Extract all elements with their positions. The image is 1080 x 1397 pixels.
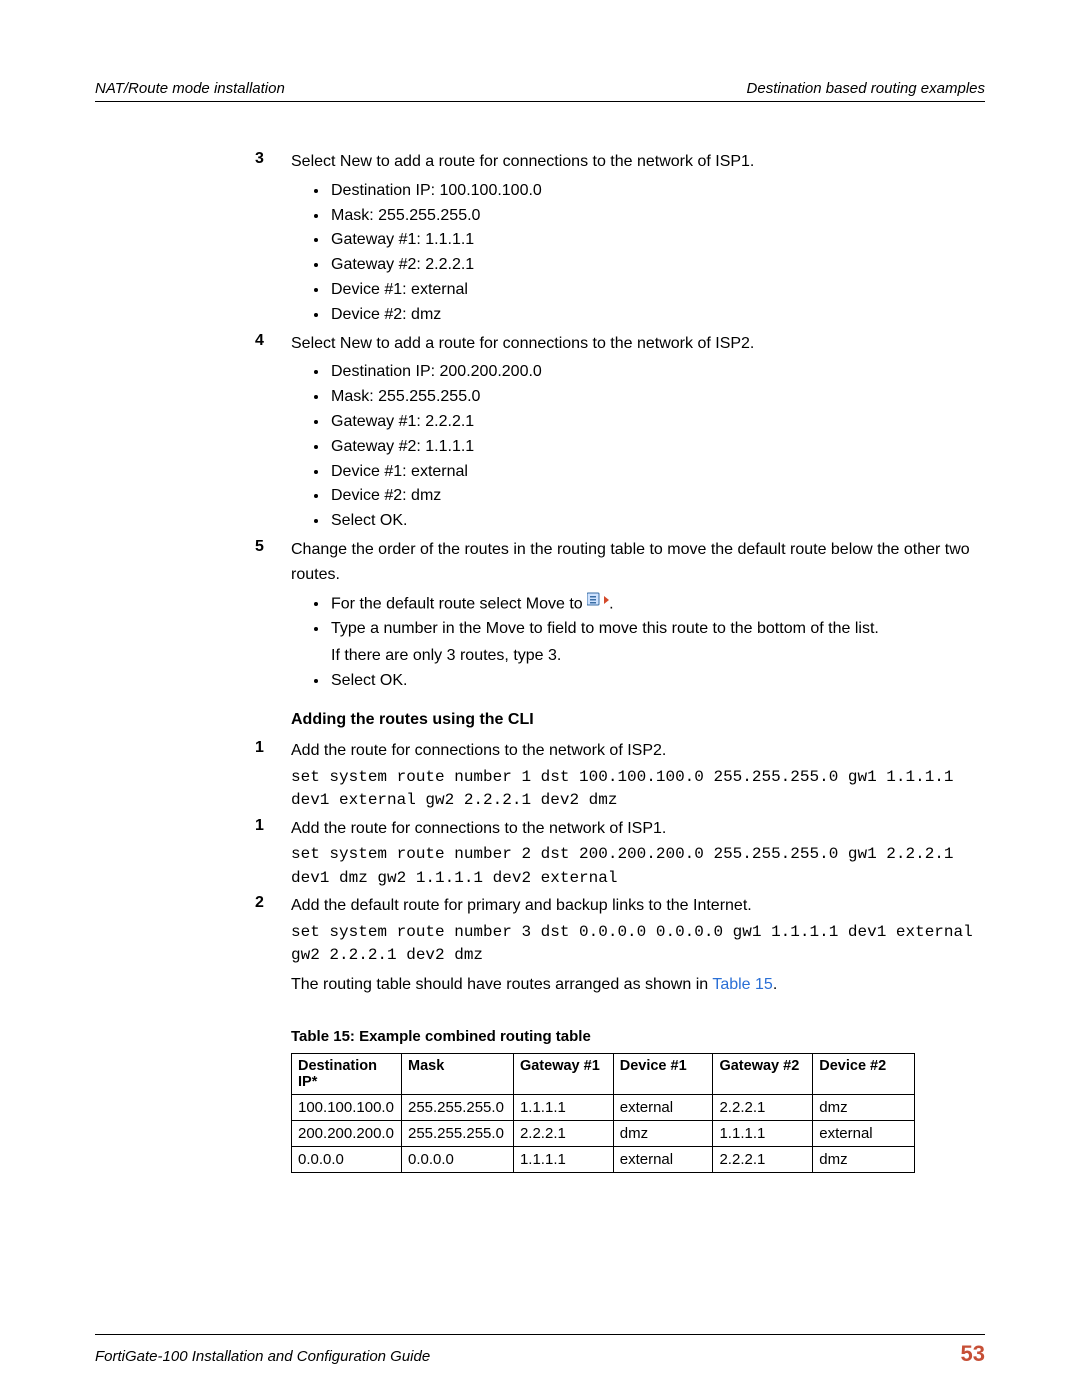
cell: external [813,1120,915,1146]
after-prefix: The routing table should have routes arr… [291,976,712,993]
step-4: 4 Select New to add a route for connecti… [255,332,985,534]
cell: 2.2.2.1 [713,1146,813,1172]
bullet-list: Destination IP: 100.100.100.0 Mask: 255.… [329,177,985,328]
header-right: Destination based routing examples [747,80,985,97]
cell: dmz [813,1094,915,1120]
list-item: For the default route select Move to . [329,592,985,617]
cell: 2.2.2.1 [513,1120,613,1146]
page: NAT/Route mode installation Destination … [0,0,1080,1397]
step-text: Select New to add a route for connection… [291,150,985,175]
cell: dmz [613,1120,713,1146]
table-row: 0.0.0.0 0.0.0.0 1.1.1.1 external 2.2.2.1… [292,1146,915,1172]
item-subtext: If there are only 3 routes, type 3. [331,644,985,669]
cli-step-1b: 1 Add the route for connections to the n… [255,817,985,890]
footer-title: FortiGate-100 Installation and Configura… [95,1348,430,1365]
col-header: Gateway #2 [713,1053,813,1094]
code-block: set system route number 2 dst 200.200.20… [291,843,985,889]
cli-step-2: 2 Add the default route for primary and … [255,894,985,1000]
list-item: Gateway #1: 2.2.2.1 [329,410,985,435]
cell: 255.255.255.0 [401,1094,513,1120]
content-area: 3 Select New to add a route for connecti… [95,102,985,1334]
step-body: Add the route for connections to the net… [291,739,985,812]
list-item: Gateway #1: 1.1.1.1 [329,228,985,253]
step-number: 5 [255,538,291,693]
routing-table: Destination IP* Mask Gateway #1 Device #… [291,1053,915,1173]
table-caption: Table 15: Example combined routing table [291,1028,985,1045]
table-link[interactable]: Table 15 [712,976,773,993]
step-number: 3 [255,150,291,328]
step-body: Select New to add a route for connection… [291,150,985,328]
list-item: Type a number in the Move to field to mo… [329,617,985,669]
page-number: 53 [961,1341,985,1367]
col-header: Mask [401,1053,513,1094]
step-text: Add the default route for primary and ba… [291,894,985,919]
list-item: Mask: 255.255.255.0 [329,204,985,229]
step-body: Change the order of the routes in the ro… [291,538,985,693]
move-to-icon [587,592,609,617]
bullet-list: Destination IP: 200.200.200.0 Mask: 255.… [329,358,985,534]
cell: dmz [813,1146,915,1172]
list-item: Gateway #2: 2.2.2.1 [329,253,985,278]
step-body: Select New to add a route for connection… [291,332,985,534]
cell: external [613,1094,713,1120]
code-block: set system route number 3 dst 0.0.0.0 0.… [291,921,985,967]
cell: 1.1.1.1 [513,1146,613,1172]
list-item: Device #2: dmz [329,303,985,328]
table-row: 100.100.100.0 255.255.255.0 1.1.1.1 exte… [292,1094,915,1120]
step-number: 4 [255,332,291,534]
list-item: Gateway #2: 1.1.1.1 [329,435,985,460]
item-suffix: . [609,595,613,612]
list-item: Destination IP: 100.100.100.0 [329,179,985,204]
list-item: Select OK. [329,509,985,534]
page-footer: FortiGate-100 Installation and Configura… [95,1334,985,1367]
col-header: Device #2 [813,1053,915,1094]
cell: 200.200.200.0 [292,1120,402,1146]
step-3: 3 Select New to add a route for connecti… [255,150,985,328]
col-header: Destination IP* [292,1053,402,1094]
step-number: 2 [255,894,291,1000]
step-text: Select New to add a route for connection… [291,332,985,357]
cell: 255.255.255.0 [401,1120,513,1146]
bullet-list: For the default route select Move to . [329,590,985,694]
table-row: 200.200.200.0 255.255.255.0 2.2.2.1 dmz … [292,1120,915,1146]
cell: 1.1.1.1 [513,1094,613,1120]
col-header: Gateway #1 [513,1053,613,1094]
after-suffix: . [773,976,777,993]
list-item: Device #2: dmz [329,484,985,509]
header-left: NAT/Route mode installation [95,80,285,97]
running-header: NAT/Route mode installation Destination … [95,80,985,102]
step-number: 1 [255,739,291,812]
cell: 1.1.1.1 [713,1120,813,1146]
list-item: Destination IP: 200.200.200.0 [329,360,985,385]
code-block: set system route number 1 dst 100.100.10… [291,766,985,812]
step-5: 5 Change the order of the routes in the … [255,538,985,693]
cell: 0.0.0.0 [292,1146,402,1172]
step-text: Add the route for connections to the net… [291,817,985,842]
list-item: Select OK. [329,669,985,694]
list-item: Device #1: external [329,278,985,303]
cell: 2.2.2.1 [713,1094,813,1120]
step-number: 1 [255,817,291,890]
col-header: Device #1 [613,1053,713,1094]
step-body: Add the route for connections to the net… [291,817,985,890]
table-header-row: Destination IP* Mask Gateway #1 Device #… [292,1053,915,1094]
step-text: Change the order of the routes in the ro… [291,538,985,588]
cli-step-1: 1 Add the route for connections to the n… [255,739,985,812]
cell: 100.100.100.0 [292,1094,402,1120]
item-text: Type a number in the Move to field to mo… [331,620,879,637]
after-code-text: The routing table should have routes arr… [291,973,985,998]
cell: 0.0.0.0 [401,1146,513,1172]
list-item: Device #1: external [329,460,985,485]
step-body: Add the default route for primary and ba… [291,894,985,1000]
item-text: For the default route select Move to [331,595,587,612]
subheading-cli: Adding the routes using the CLI [291,711,985,729]
list-item: Mask: 255.255.255.0 [329,385,985,410]
step-text: Add the route for connections to the net… [291,739,985,764]
cell: external [613,1146,713,1172]
